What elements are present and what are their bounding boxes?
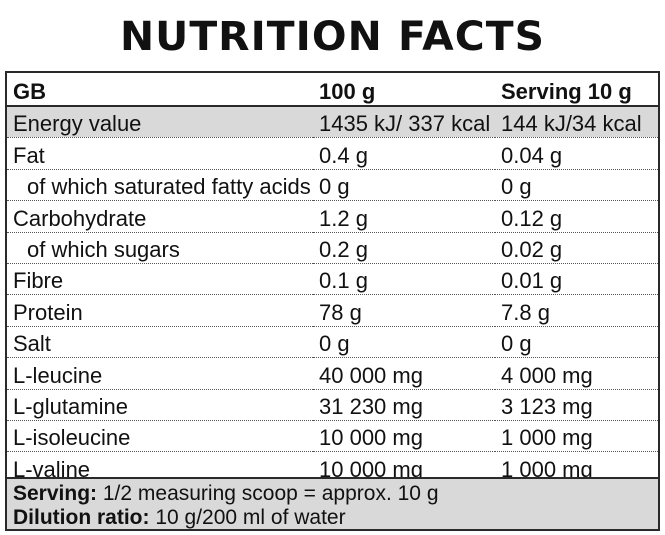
row-per-serving: 0.12 g (495, 200, 658, 233)
row-per-serving: 0 g (495, 169, 658, 202)
row-label: Salt (7, 326, 313, 359)
row-label: Fibre (7, 263, 313, 296)
serving-label: Serving: (13, 482, 98, 505)
row-per-serving: 0.02 g (495, 232, 658, 264)
table-row: Fibre 0.1 g 0.01 g (7, 263, 658, 296)
table-header-row: GB 100 g Serving 10 g (7, 73, 658, 107)
row-per-serving: 0 g (495, 326, 658, 359)
row-per-100g: 0 g (313, 169, 495, 202)
header-region: GB (7, 73, 313, 107)
row-per-serving: 3 123 mg (495, 389, 658, 421)
row-per-100g: 0.2 g (313, 232, 495, 264)
row-label: Carbohydrate (7, 200, 313, 233)
table-footer: Serving: 1/2 measuring scoop = approx. 1… (7, 477, 658, 529)
page-title: NUTRITION FACTS (120, 14, 545, 60)
row-per-100g: 0.4 g (313, 137, 495, 170)
table-row: L-isoleucine 10 000 mg 1 000 mg (7, 420, 658, 453)
row-label: L-leucine (7, 357, 313, 390)
dilution-value: 10 g/200 ml of water (149, 506, 346, 529)
table-row: L-leucine 40 000 mg 4 000 mg (7, 357, 658, 390)
table-row: Fat 0.4 g 0.04 g (7, 137, 658, 170)
header-per-serving: Serving 10 g (495, 73, 658, 107)
row-per-serving: 1 000 mg (495, 420, 658, 453)
nutrition-table: GB 100 g Serving 10 g Energy value 1435 … (7, 73, 658, 484)
nutrition-table-panel: GB 100 g Serving 10 g Energy value 1435 … (5, 71, 660, 531)
row-per-100g: 10 000 mg (313, 420, 495, 453)
row-per-100g: 40 000 mg (313, 357, 495, 390)
row-per-serving: 0.04 g (495, 137, 658, 170)
row-per-serving: 144 kJ/34 kcal (495, 106, 658, 139)
row-per-100g: 78 g (313, 294, 495, 327)
row-label: of which saturated fatty acids (7, 169, 313, 202)
table-row: of which saturated fatty acids 0 g 0 g (7, 169, 658, 202)
row-per-serving: 4 000 mg (495, 357, 658, 390)
row-label: Protein (7, 294, 313, 327)
serving-line: Serving: 1/2 measuring scoop = approx. 1… (13, 482, 658, 506)
dilution-line: Dilution ratio: 10 g/200 ml of water (13, 506, 658, 530)
row-label: L-glutamine (7, 389, 313, 421)
row-per-100g: 1.2 g (313, 200, 495, 233)
table-row: L-glutamine 31 230 mg 3 123 mg (7, 389, 658, 421)
row-per-100g: 31 230 mg (313, 389, 495, 421)
row-label: Fat (7, 137, 313, 170)
table-row: Salt 0 g 0 g (7, 326, 658, 359)
row-per-100g: 1435 kJ/ 337 kcal (313, 106, 495, 139)
row-label: of which sugars (7, 232, 313, 264)
dilution-label: Dilution ratio: (13, 506, 150, 529)
row-per-100g: 0 g (313, 326, 495, 359)
row-label: L-isoleucine (7, 420, 313, 453)
row-label: Energy value (7, 106, 313, 139)
row-per-serving: 0.01 g (495, 263, 658, 296)
table-row: Energy value 1435 kJ/ 337 kcal 144 kJ/34… (7, 106, 658, 139)
row-per-100g: 0.1 g (313, 263, 495, 296)
row-per-serving: 7.8 g (495, 294, 658, 327)
table-row: Carbohydrate 1.2 g 0.12 g (7, 200, 658, 233)
serving-value: 1/2 measuring scoop = approx. 10 g (97, 482, 439, 505)
table-row: Protein 78 g 7.8 g (7, 294, 658, 327)
table-row: of which sugars 0.2 g 0.02 g (7, 232, 658, 264)
header-per-100g: 100 g (313, 73, 495, 107)
